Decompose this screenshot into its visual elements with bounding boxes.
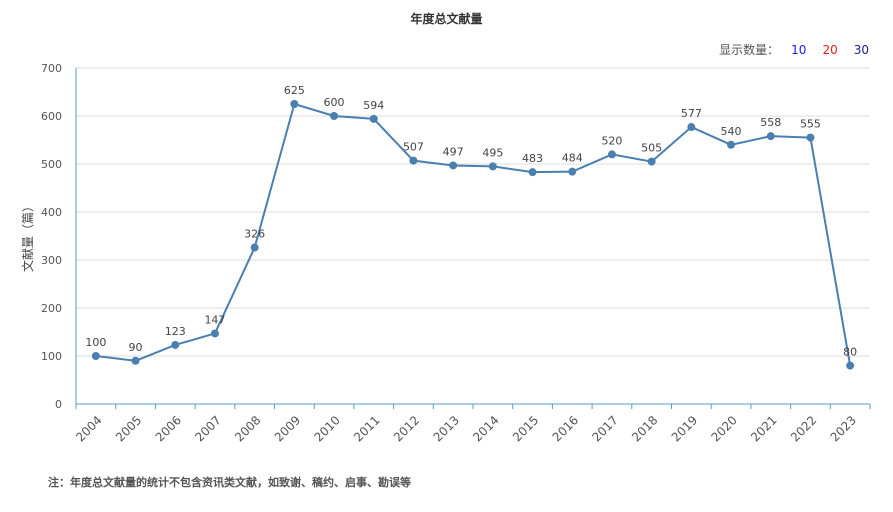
x-tick-label: 2015 — [510, 413, 541, 444]
data-point — [91, 352, 100, 360]
data-point — [330, 112, 339, 120]
data-point — [369, 114, 378, 123]
x-tick-label: 2008 — [232, 413, 263, 444]
chart-title: 年度总文献量 — [410, 12, 483, 26]
footnote: 注：年度总文献量的统计不包含资讯类文献，如致谢、稿约、启事、勘误等 — [48, 476, 411, 489]
x-tick-label: 2005 — [113, 413, 144, 444]
data-point — [568, 167, 577, 176]
x-tick-label: 2009 — [272, 413, 303, 444]
data-label: 600 — [324, 96, 345, 109]
display-count-label: 显示数量： — [719, 43, 780, 57]
data-point — [409, 156, 418, 165]
data-point — [250, 243, 259, 252]
data-label: 594 — [363, 99, 384, 112]
data-point — [528, 168, 537, 177]
display-count-option-20[interactable]: 20 — [822, 42, 838, 57]
display-count-option-30[interactable]: 30 — [853, 42, 869, 57]
x-tick-label: 2006 — [153, 413, 184, 444]
data-label: 505 — [641, 142, 662, 155]
y-tick-label: 400 — [41, 206, 62, 219]
y-tick-label: 0 — [55, 398, 62, 411]
data-point — [290, 100, 299, 108]
display-count-option-10[interactable]: 10 — [791, 42, 807, 57]
data-point — [488, 162, 497, 171]
data-label: 80 — [843, 346, 857, 359]
data-label: 90 — [129, 341, 143, 354]
x-tick-label: 2021 — [748, 413, 779, 444]
x-tick-label: 2017 — [589, 413, 620, 444]
data-point — [846, 361, 855, 370]
x-tick-label: 2022 — [788, 413, 819, 444]
data-label: 483 — [522, 152, 543, 165]
data-label: 555 — [800, 118, 821, 131]
x-tick-label: 2007 — [192, 413, 223, 444]
data-point — [687, 123, 696, 132]
x-tick-label: 2014 — [470, 413, 501, 444]
data-label: 558 — [760, 116, 781, 129]
x-tick-label: 2018 — [629, 413, 660, 444]
data-point — [647, 157, 656, 166]
display-count-selector: 显示数量： 10 20 30 — [719, 41, 873, 58]
y-tick-label: 500 — [41, 158, 62, 171]
data-point — [607, 150, 616, 159]
data-label: 484 — [562, 152, 583, 165]
data-label: 625 — [284, 84, 305, 97]
data-label: 326 — [244, 228, 265, 241]
x-tick-label: 2013 — [431, 413, 462, 444]
y-tick-label: 300 — [41, 254, 62, 267]
data-label: 495 — [482, 146, 503, 159]
x-tick-label: 2010 — [311, 413, 342, 444]
y-tick-label: 700 — [41, 62, 62, 75]
x-tick-label: 2004 — [73, 413, 104, 444]
data-point — [727, 140, 736, 149]
data-point — [766, 132, 775, 141]
data-label: 577 — [681, 107, 702, 120]
data-label: 540 — [721, 125, 742, 138]
y-axis-title: 文献量（篇） — [20, 200, 35, 272]
series-line — [95, 102, 852, 366]
data-point — [449, 161, 458, 170]
x-tick-label: 2019 — [669, 413, 700, 444]
data-label: 147 — [204, 313, 225, 326]
data-point — [210, 329, 219, 338]
data-label: 100 — [85, 336, 106, 349]
x-tick-label: 2020 — [708, 413, 739, 444]
data-point — [171, 340, 180, 349]
data-label: 123 — [165, 325, 186, 338]
y-tick-label: 100 — [41, 350, 62, 363]
data-label: 520 — [601, 134, 622, 147]
x-tick-label: 2023 — [828, 413, 859, 444]
y-tick-label: 600 — [41, 110, 62, 123]
data-label: 507 — [403, 141, 424, 154]
x-tick-label: 2011 — [351, 413, 382, 444]
data-point — [806, 133, 815, 142]
y-tick-label: 200 — [41, 302, 62, 315]
x-tick-label: 2016 — [550, 413, 581, 444]
data-point — [131, 356, 140, 365]
data-label: 497 — [443, 145, 464, 158]
x-tick-label: 2012 — [391, 413, 422, 444]
